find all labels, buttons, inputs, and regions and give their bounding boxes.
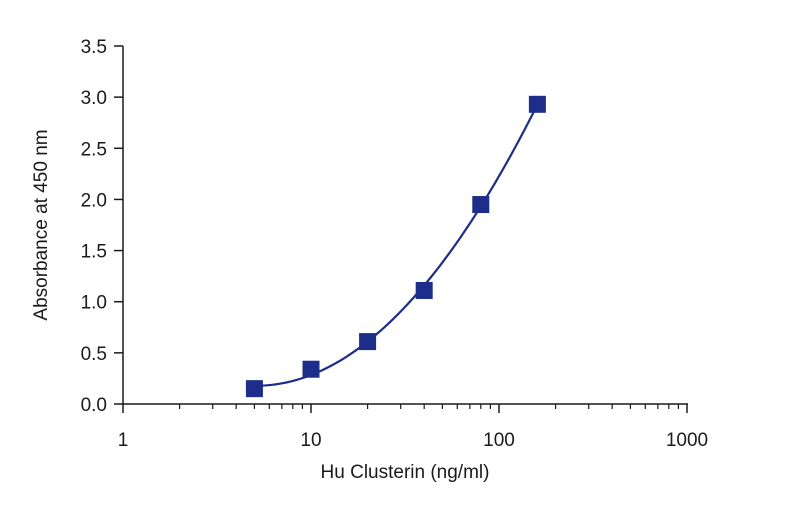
data-point	[415, 281, 433, 299]
x-ticks: 1 10 100 1000	[118, 404, 708, 451]
axes	[122, 46, 688, 405]
y-tick-label: 3.0	[81, 88, 107, 109]
x-tick-label: 100	[483, 430, 515, 451]
y-tick-label: 2.5	[81, 139, 107, 160]
y-ticks: 0.0 0.5 1.0 1.5 2.0 2.5 3.0 3.5	[81, 37, 123, 416]
y-tick-label: 1.5	[81, 242, 107, 263]
x-axis-title: Hu Clusterin (ng/ml)	[321, 462, 490, 483]
y-axis-title: Absorbance at 450 nm	[31, 129, 52, 320]
y-tick-label: 0.0	[81, 395, 107, 416]
x-tick-label: 1	[118, 430, 129, 451]
x-tick-label: 10	[300, 430, 321, 451]
y-tick-label: 2.0	[81, 190, 107, 211]
y-tick-label: 1.0	[81, 293, 107, 314]
data-point	[472, 196, 490, 214]
data-point	[359, 333, 377, 351]
x-tick-label: 1000	[666, 430, 708, 451]
data-point	[302, 360, 320, 378]
fitted-curve	[254, 104, 539, 387]
plot-area	[245, 95, 546, 398]
data-point	[245, 380, 263, 398]
y-tick-label: 3.5	[81, 37, 107, 58]
data-point	[528, 95, 546, 113]
y-tick-label: 0.5	[81, 344, 107, 365]
